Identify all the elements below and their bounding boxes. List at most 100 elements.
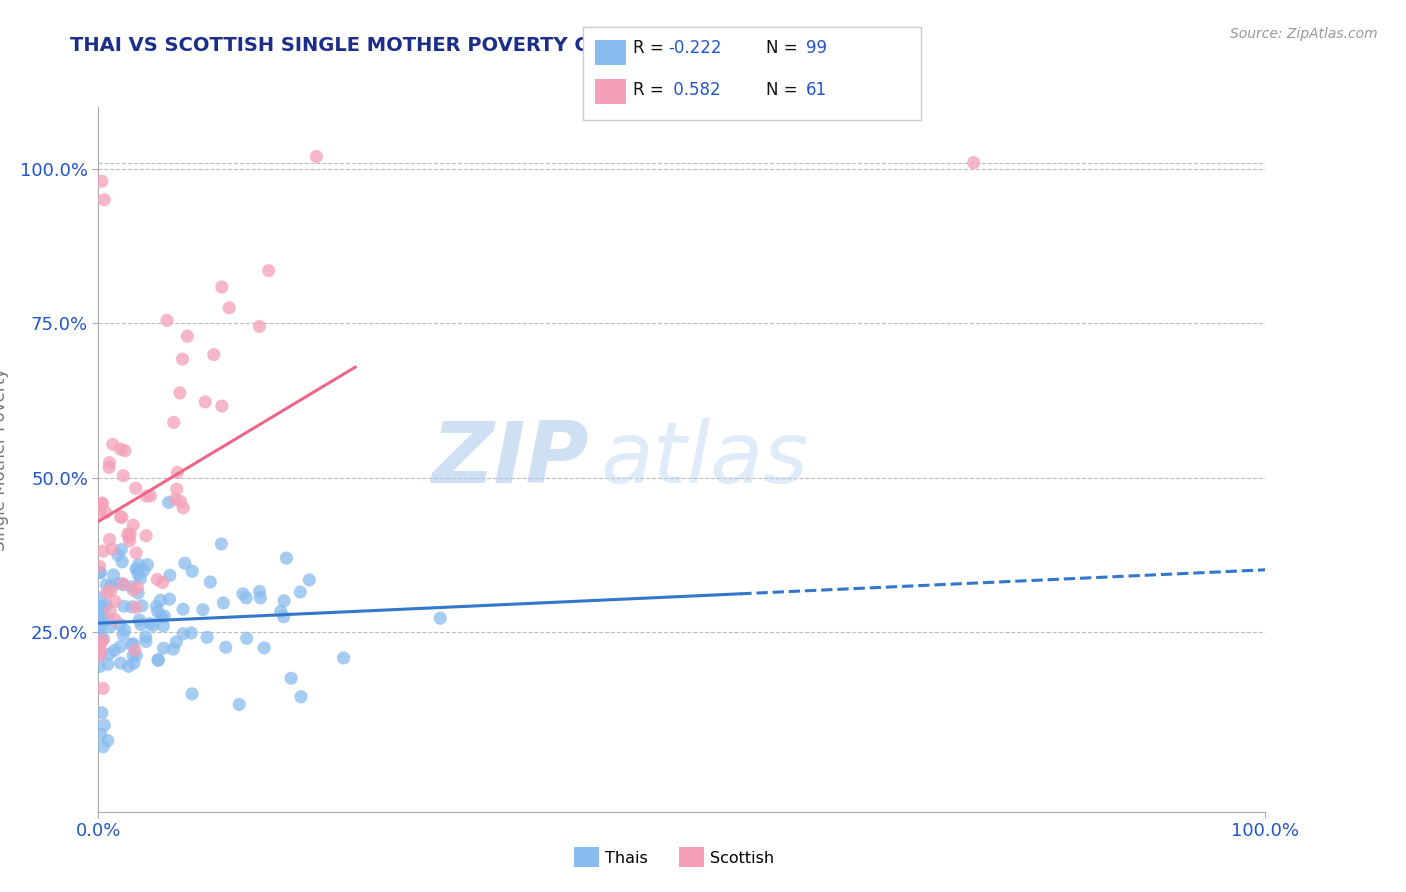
Point [100, 579, 122, 593]
Point [120, 527, 142, 541]
Point [91, 544, 114, 558]
Point [90, 706, 112, 720]
Point [172, 627, 194, 641]
Point [166, 482, 188, 496]
Point [139, 489, 162, 503]
Point [181, 687, 204, 701]
Point [962, 155, 984, 169]
Point [120, 638, 142, 652]
Point [91, 739, 114, 754]
Point [89, 505, 111, 519]
Point [112, 599, 135, 614]
Point [91, 611, 114, 625]
Point [136, 558, 159, 572]
Point [159, 568, 181, 582]
Point [108, 617, 131, 632]
Point [152, 619, 174, 633]
Point [156, 313, 179, 327]
Point [172, 602, 194, 616]
Point [211, 280, 233, 294]
Text: N =: N = [766, 38, 803, 56]
Point [202, 348, 225, 362]
Text: R =: R = [633, 38, 669, 56]
Point [91, 681, 114, 696]
Point [290, 690, 312, 704]
Point [249, 319, 271, 334]
Text: Thais: Thais [605, 852, 647, 866]
Point [132, 564, 155, 578]
Point [218, 301, 240, 315]
Point [146, 605, 169, 619]
Point [91, 497, 114, 511]
Point [98, 620, 121, 634]
Point [122, 582, 145, 597]
Point [195, 631, 218, 645]
Point [152, 641, 174, 656]
Text: -0.222: -0.222 [668, 38, 721, 56]
Point [125, 600, 148, 615]
Point [114, 443, 136, 458]
Point [270, 604, 292, 618]
Y-axis label: Single Mother Poverty: Single Mother Poverty [0, 368, 8, 551]
Point [93, 718, 115, 732]
Point [107, 548, 129, 562]
Point [257, 263, 280, 277]
Point [122, 637, 145, 651]
Point [90, 643, 112, 657]
Point [159, 592, 181, 607]
Text: ZIP: ZIP [430, 417, 589, 501]
Point [89, 627, 111, 641]
Point [235, 632, 257, 646]
Point [127, 580, 149, 594]
Point [103, 612, 125, 626]
Point [89, 614, 111, 628]
Point [142, 618, 165, 632]
Point [117, 659, 139, 673]
Point [117, 530, 139, 544]
Point [89, 566, 111, 580]
Text: 61: 61 [806, 81, 827, 99]
Point [249, 584, 271, 599]
Text: atlas: atlas [600, 417, 808, 501]
Point [128, 558, 150, 572]
Point [93, 601, 115, 615]
Point [153, 609, 176, 624]
Point [209, 537, 232, 551]
Point [96, 586, 118, 600]
Point [228, 698, 250, 712]
Point [172, 500, 194, 515]
Text: THAI VS SCOTTISH SINGLE MOTHER POVERTY CORRELATION CHART: THAI VS SCOTTISH SINGLE MOTHER POVERTY C… [70, 36, 808, 54]
Point [97, 733, 120, 747]
Point [89, 659, 111, 673]
Point [110, 442, 132, 457]
Point [122, 648, 145, 663]
Point [90, 174, 112, 188]
Point [104, 594, 127, 608]
Point [100, 583, 122, 598]
Point [103, 568, 125, 582]
Point [98, 456, 121, 470]
Point [232, 587, 254, 601]
Point [128, 613, 150, 627]
Point [276, 551, 298, 566]
Point [429, 611, 451, 625]
Point [139, 616, 162, 631]
Point [169, 494, 191, 508]
Text: 0.582: 0.582 [668, 81, 720, 99]
Point [211, 399, 233, 413]
Point [114, 623, 136, 637]
Point [125, 562, 148, 576]
Point [146, 573, 169, 587]
Point [97, 657, 120, 672]
Point [124, 643, 146, 657]
Point [129, 617, 152, 632]
Text: R =: R = [633, 81, 669, 99]
Point [110, 656, 132, 670]
Point [89, 599, 111, 614]
Point [90, 601, 112, 615]
Text: Source: ZipAtlas.com: Source: ZipAtlas.com [1230, 27, 1378, 41]
Point [125, 546, 148, 560]
Point [112, 577, 135, 591]
Point [122, 518, 145, 533]
Point [101, 437, 124, 451]
